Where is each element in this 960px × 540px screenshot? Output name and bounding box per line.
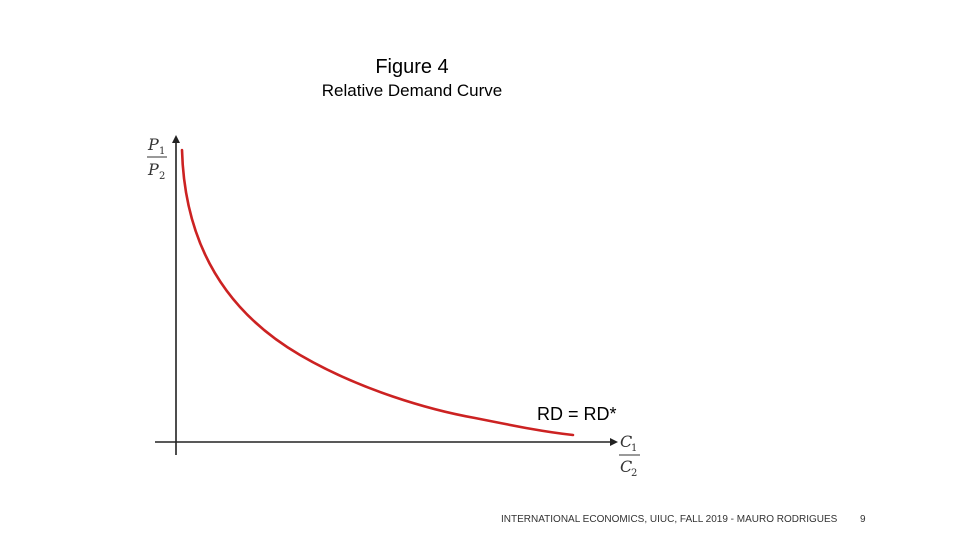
y-label-numerator: P	[147, 135, 159, 154]
x-label-numerator-sub: 1	[631, 443, 637, 454]
slide-footer: INTERNATIONAL ECONOMICS, UIUC, FALL 2019…	[501, 514, 838, 525]
figure-title: Figure 4	[375, 56, 449, 78]
x-axis-label: C 1 C 2	[619, 432, 640, 479]
x-label-numerator: C	[620, 432, 632, 451]
x-label-denominator-sub: 2	[631, 468, 637, 479]
y-axis-label: P 1 P 2	[147, 135, 167, 182]
y-label-numerator-sub: 1	[159, 146, 165, 157]
y-label-denominator: P	[147, 160, 159, 179]
relative-demand-curve	[180, 148, 575, 437]
x-label-denominator: C	[620, 457, 632, 476]
y-label-denominator-sub: 2	[159, 171, 165, 182]
page-number: 9	[860, 514, 866, 525]
figure-subtitle: Relative Demand Curve	[321, 81, 503, 100]
curve-label: RD = RD*	[537, 404, 617, 424]
